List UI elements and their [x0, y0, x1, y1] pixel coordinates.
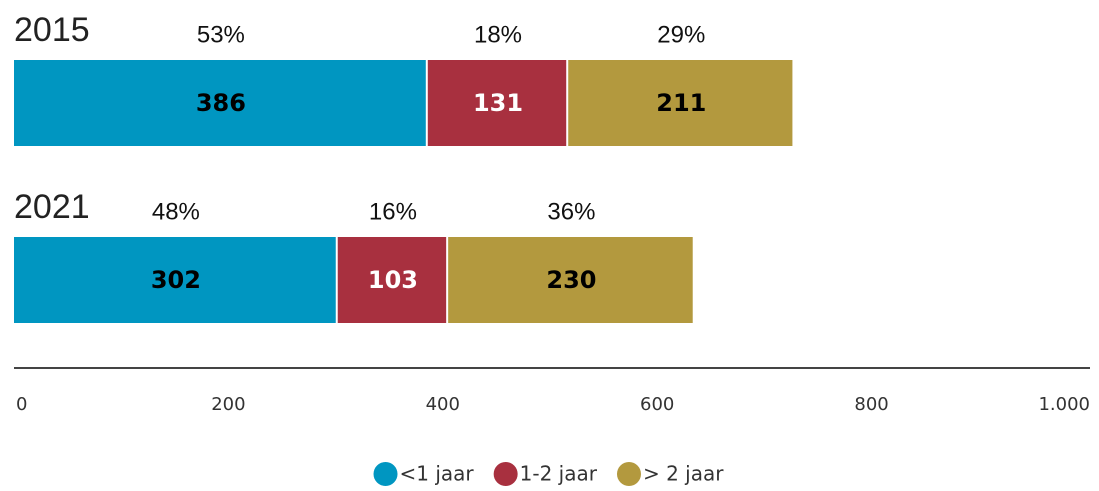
x-tick-label: 400	[426, 394, 460, 415]
percentage-label: 36%	[547, 198, 595, 225]
x-tick-label: 0	[16, 394, 27, 415]
category-label: 2021	[14, 188, 90, 226]
value-label: 230	[546, 266, 596, 294]
value-label: 386	[196, 89, 246, 117]
x-tick-label: 800	[854, 394, 888, 415]
percentage-label: 18%	[474, 21, 522, 48]
bar-segment	[427, 60, 567, 146]
percentage-label: 53%	[197, 21, 245, 48]
percentage-label: 16%	[369, 198, 417, 225]
bar-segment	[337, 237, 447, 323]
x-tick-label: 1.000	[1038, 394, 1090, 415]
percentage-label: 29%	[657, 21, 705, 48]
legend-swatch	[616, 462, 641, 486]
bar-segment	[448, 237, 693, 323]
percentage-label: 48%	[152, 198, 200, 225]
legend-label: > 2 jaar	[643, 462, 724, 486]
category-label: 2015	[14, 11, 90, 49]
bar-segment	[14, 60, 426, 146]
value-label: 302	[151, 266, 201, 294]
bar-segment	[568, 60, 793, 146]
legend-swatch	[493, 462, 518, 486]
bar-segment	[14, 237, 336, 323]
value-label: 131	[473, 89, 523, 117]
x-tick-label: 200	[211, 394, 245, 415]
legend-swatch	[373, 462, 398, 486]
legend-label: <1 jaar	[400, 462, 475, 486]
value-label: 211	[656, 89, 706, 117]
legend-label: 1-2 jaar	[520, 462, 598, 486]
x-tick-label: 600	[640, 394, 674, 415]
value-label: 103	[368, 266, 418, 294]
